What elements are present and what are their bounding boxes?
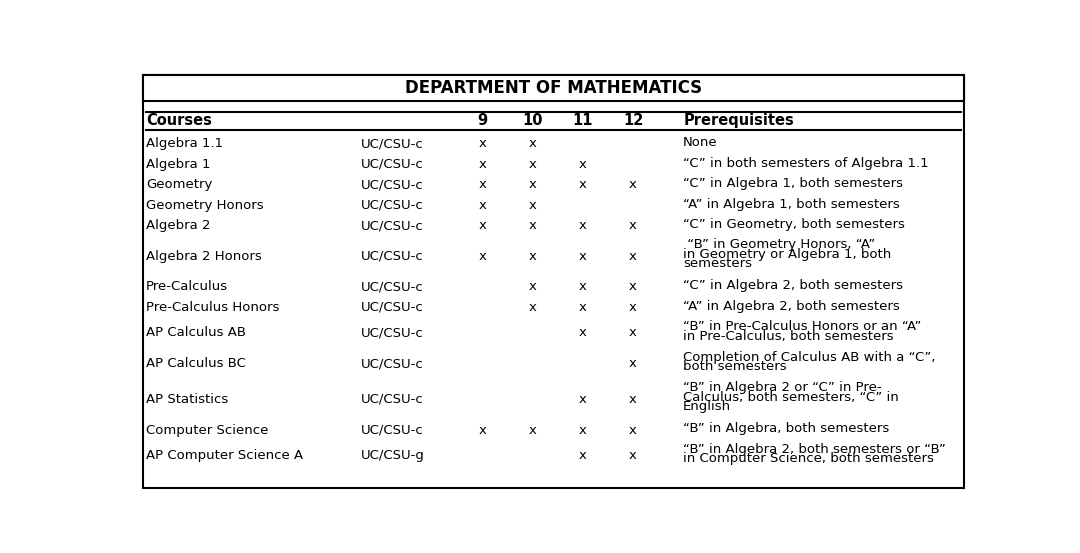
Text: x: x bbox=[579, 250, 586, 263]
Text: x: x bbox=[528, 250, 537, 263]
Text: AP Calculus BC: AP Calculus BC bbox=[146, 357, 246, 370]
Text: 11: 11 bbox=[572, 113, 593, 128]
Text: x: x bbox=[528, 178, 537, 191]
Text: UC/CSU-c: UC/CSU-c bbox=[361, 199, 423, 212]
Text: Completion of Calculus AB with a “C”,: Completion of Calculus AB with a “C”, bbox=[684, 351, 935, 364]
Text: 12: 12 bbox=[623, 113, 644, 128]
Text: “A” in Algebra 2, both semesters: “A” in Algebra 2, both semesters bbox=[684, 300, 900, 312]
Text: Pre-Calculus: Pre-Calculus bbox=[146, 280, 228, 294]
Text: x: x bbox=[579, 280, 586, 294]
Text: both semesters: both semesters bbox=[684, 360, 787, 373]
Text: Courses: Courses bbox=[146, 113, 212, 128]
Text: semesters: semesters bbox=[684, 257, 753, 270]
Text: UC/CSU-c: UC/CSU-c bbox=[361, 280, 423, 294]
Text: x: x bbox=[478, 250, 486, 263]
Text: x: x bbox=[579, 326, 586, 340]
Text: Geometry Honors: Geometry Honors bbox=[146, 199, 264, 212]
Text: “B” in Geometry Honors, “A”: “B” in Geometry Honors, “A” bbox=[684, 238, 876, 252]
Text: “B” in Algebra 2 or “C” in Pre-: “B” in Algebra 2 or “C” in Pre- bbox=[684, 382, 882, 394]
Text: x: x bbox=[579, 178, 586, 191]
Text: “A” in Algebra 1, both semesters: “A” in Algebra 1, both semesters bbox=[684, 197, 900, 211]
Text: “C” in Algebra 1, both semesters: “C” in Algebra 1, both semesters bbox=[684, 177, 903, 190]
Text: Algebra 2 Honors: Algebra 2 Honors bbox=[146, 250, 261, 263]
Text: “C” in Algebra 2, both semesters: “C” in Algebra 2, both semesters bbox=[684, 279, 903, 293]
FancyBboxPatch shape bbox=[144, 75, 963, 488]
Text: Geometry: Geometry bbox=[146, 178, 213, 191]
Text: x: x bbox=[528, 301, 537, 314]
Text: UC/CSU-c: UC/CSU-c bbox=[361, 219, 423, 232]
Text: Algebra 2: Algebra 2 bbox=[146, 219, 211, 232]
Text: UC/CSU-c: UC/CSU-c bbox=[361, 178, 423, 191]
Text: DEPARTMENT OF MATHEMATICS: DEPARTMENT OF MATHEMATICS bbox=[405, 79, 702, 97]
Text: UC/CSU-c: UC/CSU-c bbox=[361, 250, 423, 263]
Text: “B” in Algebra, both semesters: “B” in Algebra, both semesters bbox=[684, 422, 890, 435]
Text: x: x bbox=[478, 424, 486, 436]
Text: x: x bbox=[579, 158, 586, 171]
Text: Calculus, both semesters, “C” in: Calculus, both semesters, “C” in bbox=[684, 391, 899, 404]
Text: UC/CSU-c: UC/CSU-c bbox=[361, 158, 423, 171]
Text: AP Calculus AB: AP Calculus AB bbox=[146, 326, 246, 340]
Text: None: None bbox=[684, 136, 718, 149]
Text: x: x bbox=[478, 219, 486, 232]
Text: UC/CSU-c: UC/CSU-c bbox=[361, 393, 423, 406]
Text: x: x bbox=[579, 219, 586, 232]
Text: “B” in Algebra 2, both semesters or “B”: “B” in Algebra 2, both semesters or “B” bbox=[684, 443, 946, 456]
Text: x: x bbox=[629, 357, 637, 370]
Text: x: x bbox=[528, 158, 537, 171]
Text: x: x bbox=[478, 158, 486, 171]
Text: UC/CSU-c: UC/CSU-c bbox=[361, 357, 423, 370]
Text: Prerequisites: Prerequisites bbox=[684, 113, 794, 128]
Text: x: x bbox=[528, 199, 537, 212]
Text: x: x bbox=[478, 178, 486, 191]
Text: x: x bbox=[629, 250, 637, 263]
Text: AP Computer Science A: AP Computer Science A bbox=[146, 449, 303, 462]
Text: x: x bbox=[579, 301, 586, 314]
Text: x: x bbox=[629, 280, 637, 294]
Text: “C” in Geometry, both semesters: “C” in Geometry, both semesters bbox=[684, 218, 905, 231]
Text: Computer Science: Computer Science bbox=[146, 424, 268, 436]
Text: x: x bbox=[579, 449, 586, 462]
Text: in Pre-Calculus, both semesters: in Pre-Calculus, both semesters bbox=[684, 330, 894, 342]
Text: Algebra 1.1: Algebra 1.1 bbox=[146, 137, 222, 150]
Text: UC/CSU-g: UC/CSU-g bbox=[361, 449, 424, 462]
Text: UC/CSU-c: UC/CSU-c bbox=[361, 424, 423, 436]
Text: “C” in both semesters of Algebra 1.1: “C” in both semesters of Algebra 1.1 bbox=[684, 156, 929, 170]
FancyBboxPatch shape bbox=[144, 75, 963, 101]
Text: x: x bbox=[478, 199, 486, 212]
Text: in Geometry or Algebra 1, both: in Geometry or Algebra 1, both bbox=[684, 248, 891, 261]
Text: x: x bbox=[528, 280, 537, 294]
Text: x: x bbox=[478, 137, 486, 150]
Text: x: x bbox=[579, 424, 586, 436]
Text: x: x bbox=[629, 424, 637, 436]
Text: in Computer Science, both semesters: in Computer Science, both semesters bbox=[684, 452, 934, 465]
Text: x: x bbox=[528, 219, 537, 232]
Text: Algebra 1: Algebra 1 bbox=[146, 158, 211, 171]
Text: UC/CSU-c: UC/CSU-c bbox=[361, 301, 423, 314]
Text: English: English bbox=[684, 400, 731, 413]
Text: x: x bbox=[629, 301, 637, 314]
Text: 10: 10 bbox=[523, 113, 543, 128]
Text: “B” in Pre-Calculus Honors or an “A”: “B” in Pre-Calculus Honors or an “A” bbox=[684, 320, 921, 333]
Text: x: x bbox=[629, 449, 637, 462]
Text: x: x bbox=[629, 393, 637, 406]
Text: 9: 9 bbox=[477, 113, 487, 128]
Text: x: x bbox=[629, 178, 637, 191]
Text: UC/CSU-c: UC/CSU-c bbox=[361, 326, 423, 340]
Text: x: x bbox=[629, 326, 637, 340]
Text: UC/CSU-c: UC/CSU-c bbox=[361, 137, 423, 150]
Text: AP Statistics: AP Statistics bbox=[146, 393, 228, 406]
Text: x: x bbox=[579, 393, 586, 406]
Text: x: x bbox=[528, 137, 537, 150]
Text: x: x bbox=[629, 219, 637, 232]
Text: x: x bbox=[528, 424, 537, 436]
Text: Pre-Calculus Honors: Pre-Calculus Honors bbox=[146, 301, 280, 314]
